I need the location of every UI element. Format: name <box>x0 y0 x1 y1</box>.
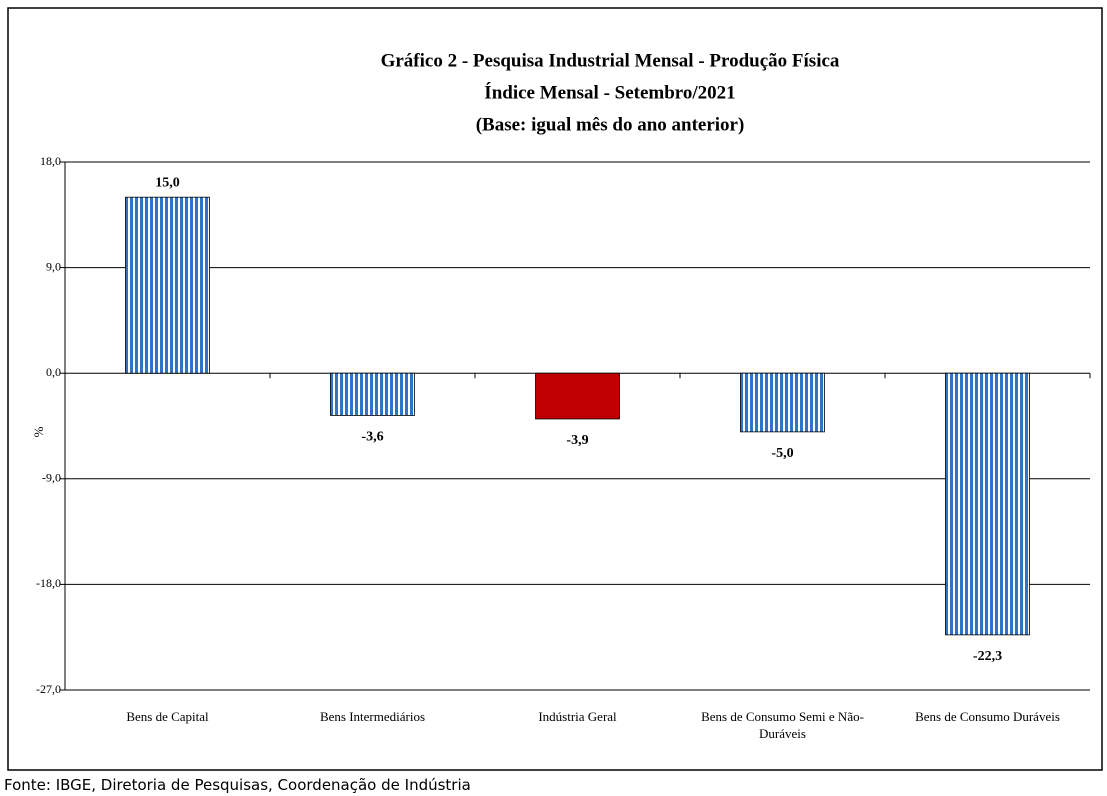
x-tick-label: Bens Intermediários <box>319 709 426 724</box>
y-tick-label: -27,0 <box>36 682 61 696</box>
y-axis-label: % <box>31 426 46 437</box>
bar <box>330 372 415 416</box>
bar <box>125 196 210 374</box>
x-tick-label: Bens de Capital <box>126 709 209 724</box>
data-label: 15,0 <box>155 175 180 190</box>
y-tick-label: -18,0 <box>36 576 61 590</box>
x-tick-label: Bens de Consumo Semi e Não-Duráveis <box>701 709 864 741</box>
data-label: -22,3 <box>973 649 1002 664</box>
source: Fonte: IBGE, Diretoria de Pesquisas, Coo… <box>4 776 471 794</box>
bar <box>740 372 825 433</box>
data-label: -3,6 <box>361 430 383 445</box>
chart-title: (Base: igual mês do ano anterior) <box>476 114 745 135</box>
x-tick-label: Indústria Geral <box>538 709 617 724</box>
data-label: -3,9 <box>566 433 588 448</box>
frame <box>7 7 1103 771</box>
y-tick-label: -9,0 <box>42 471 61 485</box>
y-tick-label: 18,0 <box>40 154 61 168</box>
data-label: -5,0 <box>771 446 793 461</box>
bar <box>945 372 1030 636</box>
x-tick-label: Bens de Consumo Duráveis <box>915 709 1060 724</box>
y-tick-label: 9,0 <box>46 259 61 273</box>
chart-title: Gráfico 2 - Pesquisa Industrial Mensal -… <box>381 50 840 71</box>
y-tick-label: 0,0 <box>46 365 61 379</box>
chart-title: Índice Mensal - Setembro/2021 <box>484 81 735 103</box>
bar <box>535 372 620 420</box>
